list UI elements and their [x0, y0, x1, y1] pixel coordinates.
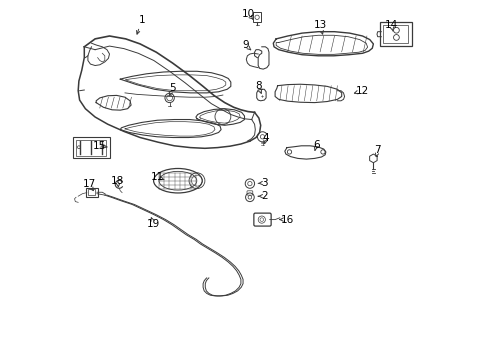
Text: 8: 8: [254, 81, 261, 91]
Text: 10: 10: [241, 9, 254, 19]
Text: 2: 2: [261, 191, 267, 201]
Text: 5: 5: [169, 83, 176, 93]
Text: 14: 14: [384, 20, 397, 30]
Text: 3: 3: [261, 178, 267, 188]
Text: 6: 6: [312, 140, 319, 150]
Text: 18: 18: [111, 176, 124, 186]
Text: 17: 17: [82, 179, 96, 189]
Text: 4: 4: [262, 132, 269, 143]
Text: 9: 9: [242, 40, 248, 50]
Text: 11: 11: [150, 172, 163, 182]
Text: 19: 19: [147, 219, 160, 229]
Text: 13: 13: [313, 20, 326, 30]
Text: 7: 7: [374, 145, 380, 156]
Text: 16: 16: [280, 215, 293, 225]
Text: 1: 1: [138, 15, 145, 25]
Text: 12: 12: [355, 86, 368, 96]
Text: 15: 15: [93, 141, 106, 151]
